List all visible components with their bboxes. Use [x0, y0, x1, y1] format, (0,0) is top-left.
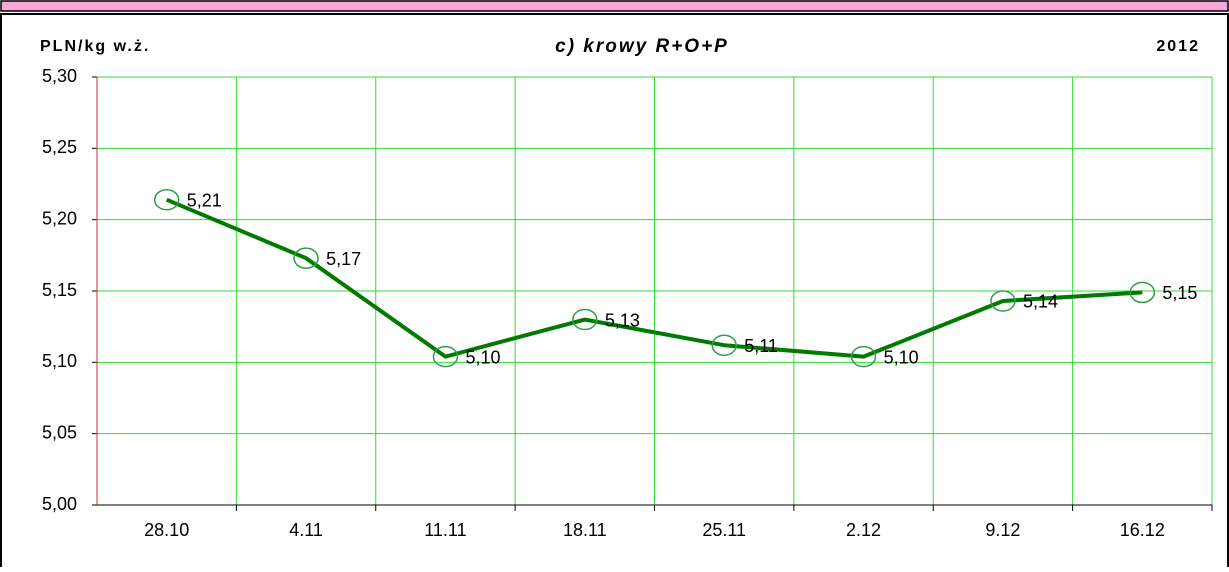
y-tick-label: 5,30 — [42, 66, 77, 86]
x-tick-label: 25.11 — [702, 520, 746, 540]
x-tick-label: 11.11 — [424, 520, 466, 540]
data-label: 5,15 — [1162, 283, 1197, 303]
x-tick-label: 16.12 — [1120, 520, 1165, 540]
data-label: 5,21 — [187, 190, 222, 210]
data-label: 5,13 — [605, 310, 640, 330]
data-label: 5,10 — [465, 347, 500, 367]
data-label: 5,14 — [1023, 292, 1058, 312]
x-tick-label: 4.11 — [289, 520, 323, 540]
x-tick-label: 28.10 — [144, 520, 189, 540]
y-tick-label: 5,25 — [42, 137, 77, 157]
top-band — [0, 0, 1229, 12]
chart-frame — [0, 13, 1229, 572]
data-label: 5,17 — [326, 249, 361, 269]
marker — [850, 345, 877, 368]
y-tick-label: 5,15 — [42, 280, 77, 300]
line — [165, 197, 1143, 359]
y-tick-label: 5,10 — [42, 351, 77, 371]
data-label: 5,10 — [884, 347, 919, 367]
marker — [432, 345, 459, 368]
marker — [1129, 281, 1156, 304]
y-tick-label: 5,00 — [42, 494, 77, 514]
marker — [572, 308, 598, 331]
chart-title: c) krowy R+O+P — [555, 36, 729, 57]
marker — [293, 247, 319, 269]
marker — [153, 188, 180, 211]
y-tick-label: 5,05 — [42, 422, 77, 442]
data-label: 5,11 — [744, 336, 778, 356]
y-axis-label: PLN/kg w.ż. — [40, 38, 150, 55]
marker — [711, 334, 737, 356]
y-tick-label: 5,20 — [42, 208, 77, 228]
year-label: 2012 — [1156, 38, 1200, 55]
x-tick-label: 2.12 — [846, 520, 881, 540]
x-tick-label: 9.12 — [985, 520, 1020, 540]
marker — [990, 290, 1016, 312]
x-tick-label: 18.11 — [563, 520, 607, 540]
